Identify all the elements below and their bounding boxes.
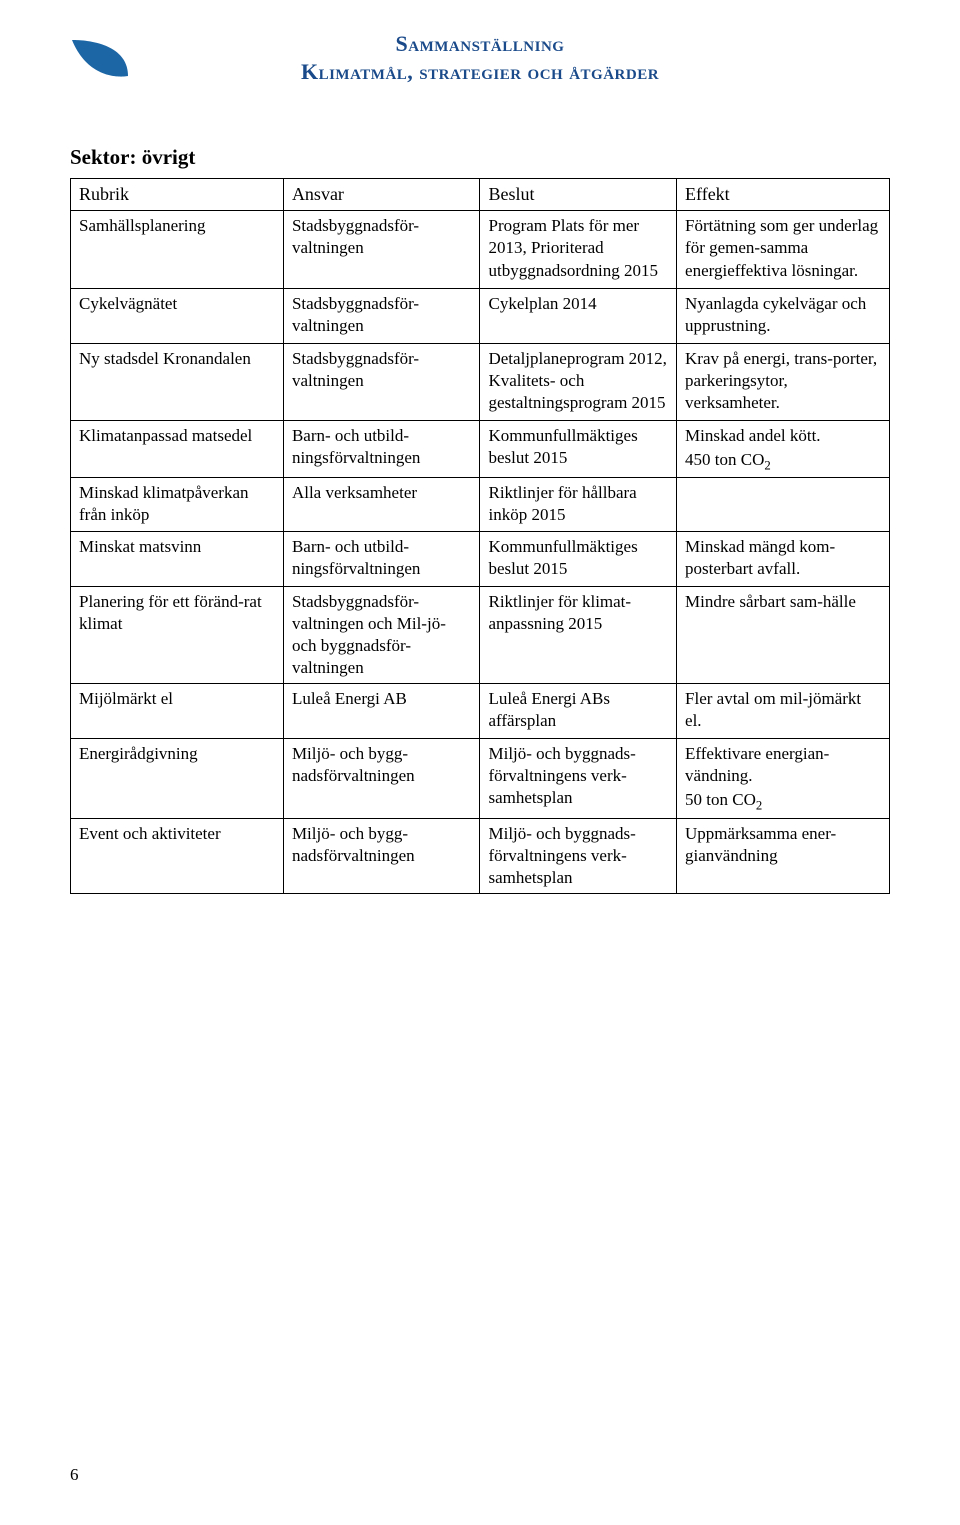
cell-ansvar: Alla verksamheter (283, 478, 480, 531)
cell-effekt: Fler avtal om mil-jömärkt el. (677, 684, 890, 739)
table-row: CykelvägnätetStadsbyggnadsför-valtningen… (71, 288, 890, 343)
sector-heading: Sektor: övrigt (70, 145, 890, 170)
cell-rubrik: Ny stadsdel Kronandalen (71, 343, 284, 420)
cell-ansvar: Luleå Energi AB (283, 684, 480, 739)
cell-beslut: Luleå Energi ABs affärsplan (480, 684, 677, 739)
cell-beslut: Riktlinjer för klimat-anpassning 2015 (480, 586, 677, 683)
table-header: Rubrik Ansvar Beslut Effekt (71, 179, 890, 211)
cell-ansvar: Miljö- och bygg-nadsförvaltningen (283, 818, 480, 893)
cell-ansvar: Stadsbyggnadsför-valtningen (283, 288, 480, 343)
cell-ansvar: Barn- och utbild-ningsförvaltningen (283, 421, 480, 478)
effekt-block: Förtätning som ger underlag för gemen-sa… (685, 215, 881, 281)
cell-beslut: Cykelplan 2014 (480, 288, 677, 343)
effekt-block: Effektivare energian-vändning.50 ton CO2 (685, 743, 881, 811)
table-row: Planering för ett föränd-rat klimatStads… (71, 586, 890, 683)
cell-beslut: Kommunfullmäktiges beslut 2015 (480, 531, 677, 586)
cell-rubrik: Energirådgivning (71, 739, 284, 818)
data-table: Rubrik Ansvar Beslut Effekt Samhällsplan… (70, 178, 890, 894)
cell-rubrik: Cykelvägnätet (71, 288, 284, 343)
table-row: Klimatanpassad matsedelBarn- och utbild-… (71, 421, 890, 478)
col-ansvar: Ansvar (283, 179, 480, 211)
effekt-block: Fler avtal om mil-jömärkt el. (685, 688, 881, 732)
cell-effekt: Uppmärksamma ener-gianvändning (677, 818, 890, 893)
cell-rubrik: Samhällsplanering (71, 211, 284, 288)
table-row: Minskat matsvinnBarn- och utbild-ningsfö… (71, 531, 890, 586)
table-row: Mijölmärkt elLuleå Energi ABLuleå Energi… (71, 684, 890, 739)
cell-effekt: Minskad andel kött.450 ton CO2 (677, 421, 890, 478)
col-rubrik: Rubrik (71, 179, 284, 211)
cell-beslut: Program Plats för mer 2013, Prioriterad … (480, 211, 677, 288)
cell-beslut: Riktlinjer för hållbara inköp 2015 (480, 478, 677, 531)
cell-ansvar: Stadsbyggnadsför-valtningen (283, 343, 480, 420)
cell-effekt: Minskad mängd kom-posterbart avfall. (677, 531, 890, 586)
col-beslut: Beslut (480, 179, 677, 211)
table-row: SamhällsplaneringStadsbyggnadsför-valtni… (71, 211, 890, 288)
cell-rubrik: Mijölmärkt el (71, 684, 284, 739)
effekt-block: Minskad andel kött.450 ton CO2 (685, 425, 881, 471)
cell-rubrik: Planering för ett föränd-rat klimat (71, 586, 284, 683)
cell-beslut: Detaljplaneprogram 2012, Kvalitets- och … (480, 343, 677, 420)
col-effekt: Effekt (677, 179, 890, 211)
table-body: SamhällsplaneringStadsbyggnadsför-valtni… (71, 211, 890, 893)
cell-rubrik: Klimatanpassad matsedel (71, 421, 284, 478)
cell-effekt: Krav på energi, trans-porter, parkerings… (677, 343, 890, 420)
cell-rubrik: Minskat matsvinn (71, 531, 284, 586)
cell-effekt: Mindre sårbart sam-hälle (677, 586, 890, 683)
cell-beslut: Miljö- och byggnads-förvaltningens verk-… (480, 818, 677, 893)
cell-effekt (677, 478, 890, 531)
table-row: EnergirådgivningMiljö- och bygg-nadsförv… (71, 739, 890, 818)
header-title-line1: Sammanställning (70, 30, 890, 58)
document-page: Sammanställning Klimatmål, strategier oc… (0, 0, 960, 1525)
cell-ansvar: Miljö- och bygg-nadsförvaltningen (283, 739, 480, 818)
cell-effekt: Förtätning som ger underlag för gemen-sa… (677, 211, 890, 288)
cell-effekt: Effektivare energian-vändning.50 ton CO2 (677, 739, 890, 818)
page-number: 6 (70, 1465, 79, 1485)
cell-ansvar: Stadsbyggnadsför-valtningen och Mil-jö- … (283, 586, 480, 683)
document-header: Sammanställning Klimatmål, strategier oc… (70, 30, 890, 85)
cell-effekt: Nyanlagda cykelvägar och upprustning. (677, 288, 890, 343)
table-row: Event och aktiviteterMiljö- och bygg-nad… (71, 818, 890, 893)
header-title-line2: Klimatmål, strategier och åtgärder (70, 58, 890, 86)
leaf-icon (70, 38, 130, 83)
cell-beslut: Kommunfullmäktiges beslut 2015 (480, 421, 677, 478)
table-row: Minskad klimatpåverkan från inköpAlla ve… (71, 478, 890, 531)
cell-ansvar: Stadsbyggnadsför-valtningen (283, 211, 480, 288)
cell-rubrik: Event och aktiviteter (71, 818, 284, 893)
effekt-block: Uppmärksamma ener-gianvändning (685, 823, 881, 867)
effekt-block: Minskad mängd kom-posterbart avfall. (685, 536, 881, 580)
table-row: Ny stadsdel KronandalenStadsbyggnadsför-… (71, 343, 890, 420)
cell-rubrik: Minskad klimatpåverkan från inköp (71, 478, 284, 531)
table-header-row: Rubrik Ansvar Beslut Effekt (71, 179, 890, 211)
effekt-block: Mindre sårbart sam-hälle (685, 591, 881, 613)
effekt-block: Krav på energi, trans-porter, parkerings… (685, 348, 881, 414)
cell-beslut: Miljö- och byggnads-förvaltningens verk-… (480, 739, 677, 818)
cell-ansvar: Barn- och utbild-ningsförvaltningen (283, 531, 480, 586)
effekt-block: Nyanlagda cykelvägar och upprustning. (685, 293, 881, 337)
